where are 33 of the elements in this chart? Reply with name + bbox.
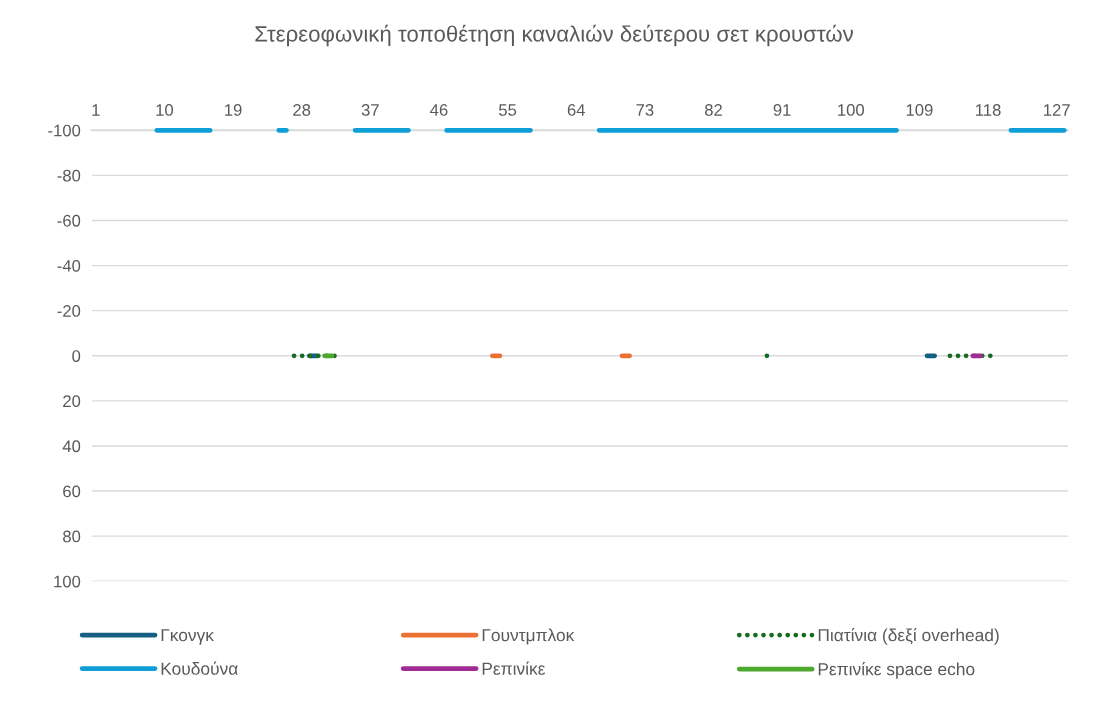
- legend-label: Ρεπινίκε: [482, 661, 546, 675]
- x-tick-label: 118: [976, 104, 1001, 116]
- x-tick-label: 109: [906, 104, 933, 116]
- x-tick-label: 1: [92, 104, 100, 116]
- legend-label: Πιατίνια (δεξί overhead): [818, 628, 999, 645]
- x-tick-label: 100: [838, 104, 865, 116]
- x-tick-label: 28: [293, 104, 311, 116]
- y-tick-label: -60: [57, 214, 81, 227]
- x-tick-label: 19: [225, 104, 242, 116]
- chart-title: Στερεοφωνική τοποθέτηση καναλιών δεύτερου σετ κρουστών: [255, 24, 853, 47]
- y-tick-label: 40: [62, 440, 81, 453]
- legend-label: Γκονγκ: [161, 629, 214, 645]
- y-tick-label: 80: [63, 530, 81, 543]
- x-tick-label: 127: [1044, 104, 1070, 116]
- y-tick-label: 60: [63, 485, 81, 498]
- y-tick-label: -80: [57, 169, 81, 182]
- x-tick-label: 55: [498, 104, 517, 116]
- y-tick-label: -40: [57, 259, 81, 272]
- y-tick-label: -20: [57, 305, 81, 317]
- legend-label: Γουντμπλοκ: [482, 628, 575, 645]
- x-tick-label: 73: [636, 104, 654, 116]
- legend-label: Κουδούνα: [161, 661, 238, 675]
- x-tick-label: 10: [156, 104, 174, 116]
- x-tick-label: 64: [567, 104, 586, 116]
- y-tick-label: 20: [63, 395, 81, 408]
- x-tick-label: 37: [361, 104, 379, 116]
- x-tick-label: 46: [430, 104, 448, 116]
- y-tick-label: 100: [54, 575, 81, 588]
- x-tick-label: 91: [773, 104, 791, 116]
- x-tick-label: 82: [704, 104, 722, 116]
- y-tick-label: 0: [72, 350, 81, 362]
- legend-label: Ρεπινίκε space echo: [818, 662, 975, 679]
- y-tick-label: -100: [48, 124, 81, 137]
